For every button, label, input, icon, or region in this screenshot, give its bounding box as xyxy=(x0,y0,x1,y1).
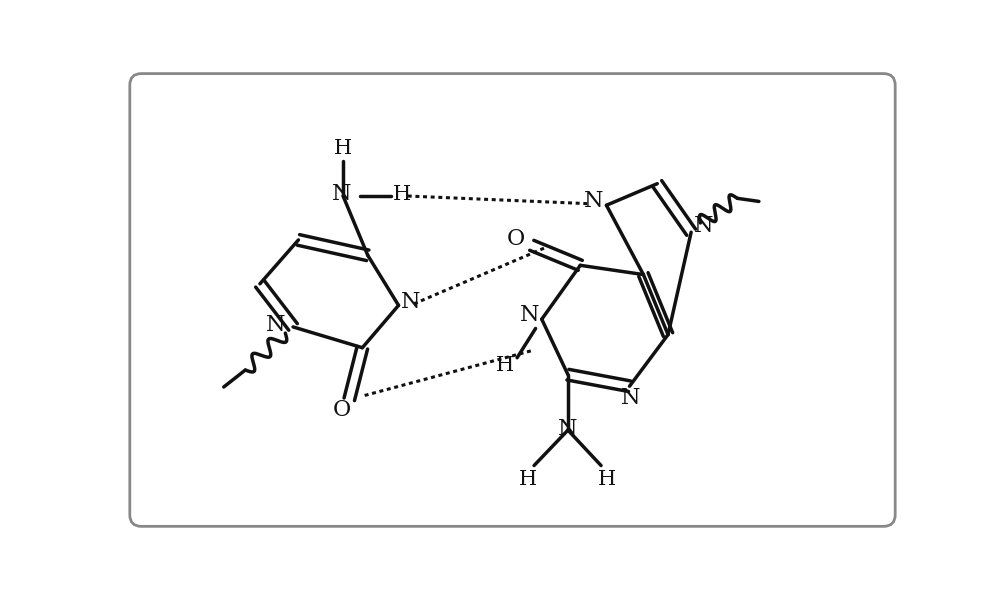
Text: N: N xyxy=(401,291,421,313)
Text: N: N xyxy=(621,387,641,409)
Text: O: O xyxy=(507,228,525,250)
Text: H: H xyxy=(496,356,514,375)
Text: N: N xyxy=(520,304,539,326)
Text: H: H xyxy=(519,470,537,489)
Text: H: H xyxy=(393,185,411,204)
Text: N: N xyxy=(266,314,286,336)
Text: O: O xyxy=(332,399,351,421)
Text: H: H xyxy=(334,139,352,158)
Text: N: N xyxy=(558,418,578,440)
Text: H: H xyxy=(598,470,616,489)
Text: N: N xyxy=(584,191,604,213)
Text: N: N xyxy=(332,184,351,206)
Text: N: N xyxy=(694,215,713,237)
FancyBboxPatch shape xyxy=(130,74,895,526)
